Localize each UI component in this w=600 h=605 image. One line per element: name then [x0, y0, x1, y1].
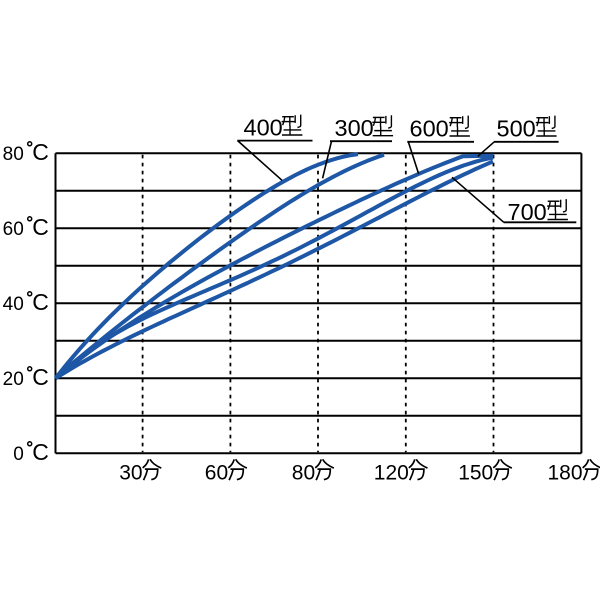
svg-text:600: 600 — [410, 115, 449, 141]
svg-text:500: 500 — [497, 115, 536, 141]
svg-text:C: C — [32, 364, 49, 390]
svg-text:180: 180 — [548, 461, 583, 484]
svg-text:300: 300 — [335, 115, 374, 141]
svg-text:400: 400 — [244, 114, 283, 140]
svg-text:C: C — [32, 289, 49, 315]
svg-text:0: 0 — [13, 444, 24, 465]
svg-text:20: 20 — [3, 369, 24, 390]
svg-text:700: 700 — [508, 199, 547, 225]
svg-text:C: C — [32, 214, 49, 240]
svg-text:120: 120 — [374, 461, 409, 484]
svg-text:40: 40 — [3, 294, 24, 315]
svg-text:C: C — [32, 139, 49, 165]
svg-text:150: 150 — [458, 461, 493, 484]
svg-text:80: 80 — [3, 144, 24, 165]
svg-text:60: 60 — [205, 461, 228, 484]
svg-text:C: C — [32, 439, 49, 465]
svg-text:80: 80 — [292, 461, 315, 484]
svg-text:60: 60 — [3, 219, 24, 240]
svg-text:30: 30 — [119, 461, 142, 484]
